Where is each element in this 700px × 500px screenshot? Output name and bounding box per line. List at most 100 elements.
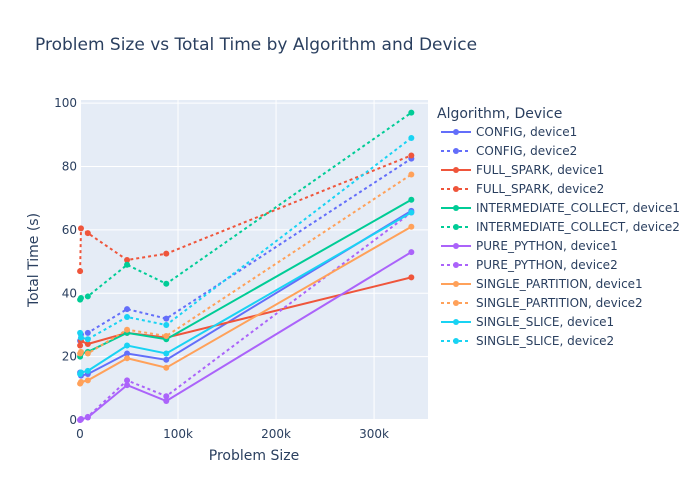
- legend-marker: [453, 224, 459, 230]
- legend-marker: [453, 129, 459, 135]
- data-point[interactable]: [77, 369, 84, 376]
- series-8[interactable]: [77, 223, 415, 387]
- legend-item[interactable]: SINGLE_SLICE, device2: [441, 334, 614, 348]
- y-tick-label: 20: [62, 350, 77, 364]
- legend-item[interactable]: INTERMEDIATE_COLLECT, device2: [441, 220, 680, 234]
- y-tick-label: 0: [69, 413, 77, 427]
- data-point[interactable]: [124, 261, 131, 268]
- data-point[interactable]: [124, 306, 131, 313]
- data-point[interactable]: [77, 342, 84, 349]
- data-point[interactable]: [163, 250, 170, 257]
- series-5[interactable]: [77, 109, 415, 303]
- legend-item[interactable]: SINGLE_SLICE, device1: [441, 315, 614, 329]
- data-point[interactable]: [408, 196, 415, 203]
- y-tick-label: 100: [54, 96, 77, 110]
- legend-item[interactable]: INTERMEDIATE_COLLECT, device1: [441, 201, 680, 215]
- legend-label: CONFIG, device1: [476, 125, 577, 139]
- data-point[interactable]: [77, 378, 84, 385]
- series-line[interactable]: [79, 154, 412, 272]
- data-point[interactable]: [124, 355, 131, 362]
- legend-marker: [453, 205, 459, 211]
- legend-item[interactable]: SINGLE_PARTITION, device1: [441, 277, 643, 291]
- data-point[interactable]: [77, 295, 84, 302]
- data-point[interactable]: [408, 135, 415, 142]
- data-point[interactable]: [163, 321, 170, 328]
- data-point[interactable]: [408, 109, 415, 116]
- legend-label: FULL_SPARK, device1: [476, 163, 604, 177]
- legend[interactable]: CONFIG, device1 CONFIG, device2 FULL_SPARK…: [441, 125, 680, 348]
- legend-label: INTERMEDIATE_COLLECT, device2: [476, 220, 680, 234]
- series-layer: [77, 109, 415, 423]
- data-point[interactable]: [408, 223, 415, 230]
- legend-marker: [453, 300, 459, 306]
- series-10[interactable]: [77, 209, 415, 378]
- data-point[interactable]: [84, 230, 91, 237]
- data-point[interactable]: [84, 367, 91, 374]
- data-point[interactable]: [163, 350, 170, 357]
- data-point[interactable]: [124, 342, 131, 349]
- data-point[interactable]: [163, 364, 170, 371]
- data-point[interactable]: [163, 397, 170, 404]
- legend-item[interactable]: FULL_SPARK, device2: [441, 182, 604, 196]
- data-point[interactable]: [77, 329, 84, 336]
- data-point[interactable]: [84, 340, 91, 347]
- x-tick-label: 300k: [359, 427, 389, 441]
- legend-item[interactable]: CONFIG, device2: [441, 144, 577, 158]
- legend-label: SINGLE_PARTITION, device2: [476, 296, 643, 310]
- y-axis-label: Total Time (s): [26, 213, 42, 308]
- legend-title: Algorithm, Device: [437, 106, 562, 122]
- gridlines: [79, 100, 428, 421]
- data-point[interactable]: [163, 315, 170, 322]
- y-axis-ticks: 0 20 40 60 80 100: [54, 96, 77, 427]
- data-point[interactable]: [124, 314, 131, 321]
- data-point[interactable]: [124, 382, 131, 389]
- data-point[interactable]: [163, 333, 170, 340]
- data-point[interactable]: [124, 326, 131, 333]
- legend-marker: [453, 281, 459, 287]
- legend-item[interactable]: CONFIG, device1: [441, 125, 577, 139]
- data-point[interactable]: [163, 393, 170, 400]
- data-point[interactable]: [163, 356, 170, 363]
- data-point[interactable]: [77, 416, 84, 423]
- data-point[interactable]: [408, 209, 415, 216]
- data-point[interactable]: [84, 293, 91, 300]
- legend-marker: [453, 186, 459, 192]
- data-point[interactable]: [77, 334, 84, 341]
- data-point[interactable]: [124, 257, 131, 263]
- chart-title: Problem Size vs Total Time by Algorithm …: [35, 35, 477, 55]
- legend-label: SINGLE_SLICE, device2: [476, 334, 614, 348]
- legend-label: PURE_PYTHON, device2: [476, 258, 618, 272]
- legend-item[interactable]: PURE_PYTHON, device1: [441, 239, 618, 253]
- data-point[interactable]: [84, 336, 91, 343]
- data-point[interactable]: [84, 329, 91, 336]
- legend-label: PURE_PYTHON, device1: [476, 239, 618, 253]
- data-point[interactable]: [77, 268, 84, 275]
- legend-item[interactable]: PURE_PYTHON, device2: [441, 258, 618, 272]
- data-point[interactable]: [84, 350, 91, 357]
- x-axis-ticks: 0 100k 200k 300k: [76, 427, 389, 441]
- data-point[interactable]: [408, 274, 415, 281]
- data-point[interactable]: [77, 348, 84, 355]
- data-point[interactable]: [408, 152, 415, 159]
- series-11[interactable]: [77, 135, 415, 343]
- legend-label: CONFIG, device2: [476, 144, 577, 158]
- data-point[interactable]: [77, 225, 84, 232]
- legend-label: SINGLE_SLICE, device1: [476, 315, 614, 329]
- legend-item[interactable]: FULL_SPARK, device1: [441, 163, 604, 177]
- legend-marker: [453, 243, 459, 249]
- legend-item[interactable]: SINGLE_PARTITION, device2: [441, 296, 643, 310]
- series-9[interactable]: [77, 171, 415, 357]
- data-point[interactable]: [163, 280, 170, 287]
- y-tick-label: 40: [62, 286, 77, 300]
- data-point[interactable]: [84, 413, 91, 420]
- data-point[interactable]: [124, 350, 131, 357]
- data-point[interactable]: [408, 249, 415, 256]
- series-3[interactable]: [77, 152, 415, 275]
- data-point[interactable]: [84, 377, 91, 384]
- data-point[interactable]: [408, 171, 415, 178]
- y-tick-label: 80: [62, 160, 77, 174]
- x-tick-label: 0: [76, 427, 84, 441]
- series-line[interactable]: [79, 157, 412, 341]
- data-point[interactable]: [124, 377, 131, 384]
